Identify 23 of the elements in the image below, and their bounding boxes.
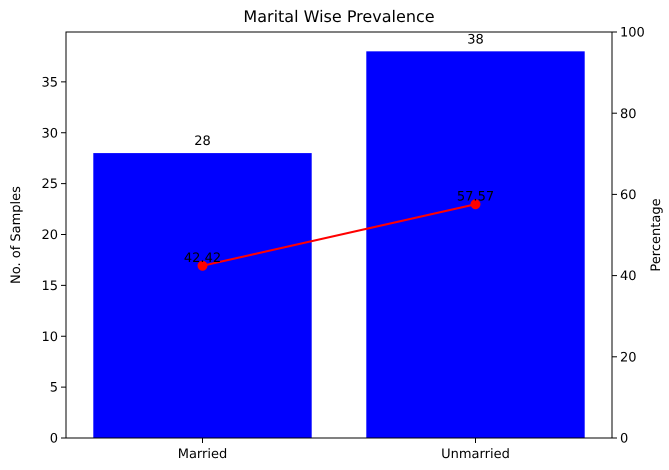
y-tick-label: 5 (50, 380, 58, 396)
y-tick-label: 25 (41, 177, 58, 192)
y-tick-label: 35 (41, 75, 58, 90)
y-tick-label: 30 (41, 126, 58, 142)
y2-tick-label: 80 (620, 106, 637, 122)
y2-tick-label: 100 (620, 26, 645, 41)
data-label: 28 (194, 134, 211, 150)
y2-tick-label: 60 (620, 188, 637, 203)
x-tick-label: Unmarried (441, 447, 510, 462)
y2-axis-title: Percentage (649, 198, 664, 272)
y-tick-label: 0 (50, 432, 58, 447)
x-tick-label: Married (178, 447, 228, 462)
y2-tick-label: 40 (620, 269, 637, 284)
y-tick-label: 15 (41, 278, 58, 294)
chart-title: Marital Wise Prevalence (243, 7, 435, 26)
data-label: 38 (467, 32, 484, 48)
y-axis-title: No. of Samples (9, 186, 24, 284)
y-tick-label: 20 (41, 228, 58, 244)
data-label: 57.57 (456, 189, 494, 204)
y2-tick-label: 20 (620, 350, 637, 366)
y-tick-label: 10 (41, 330, 58, 345)
y2-tick-label: 0 (620, 432, 628, 447)
data-label: 42.42 (184, 250, 222, 266)
